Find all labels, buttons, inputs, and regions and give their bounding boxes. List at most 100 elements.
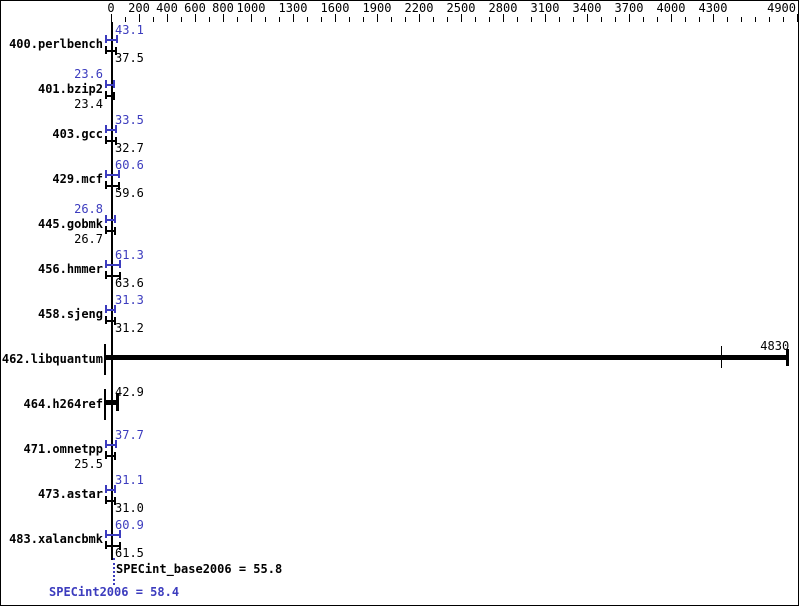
- axis-tick-label: 3100: [530, 1, 560, 15]
- benchmark-name: 471.omnetpp: [23, 442, 103, 456]
- axis-tick-label: 3400: [572, 1, 602, 15]
- peak-value-label: 61.3: [115, 248, 144, 262]
- axis-tick: [306, 17, 308, 22]
- summary-peak-score: SPECint2006 = 58.4: [49, 585, 180, 599]
- axis-tick: [362, 17, 364, 22]
- axis-tick-label: 0: [107, 1, 115, 15]
- axis-tick: [670, 14, 672, 22]
- axis-tick: [180, 17, 182, 22]
- axis-tick: [166, 14, 168, 22]
- axis-tick: [614, 17, 616, 22]
- axis-tick: [516, 17, 518, 22]
- peak-value-label: 31.1: [115, 473, 144, 487]
- peak-value-label: 23.6: [74, 67, 103, 81]
- base-bar-endcap: [113, 227, 116, 235]
- base-bar-endcap: [114, 137, 117, 145]
- base-value-label: 23.4: [74, 97, 103, 111]
- axis-tick-label: 1900: [362, 1, 392, 15]
- peak-bar: [106, 129, 116, 131]
- benchmark-name: 403.gcc: [52, 127, 103, 141]
- peak-value-label: 31.3: [115, 293, 144, 307]
- base-bar-endcap: [118, 272, 121, 280]
- base-bar: [106, 500, 116, 502]
- benchmark-name: 445.gobmk: [37, 217, 103, 231]
- base-bar-endcap: [113, 92, 116, 100]
- base-bar-endcap: [114, 497, 117, 505]
- peak-bar-endcap: [115, 440, 118, 448]
- peak-bar-endcap: [113, 215, 116, 223]
- base-value-label: 61.5: [115, 546, 144, 560]
- peak-value-label: 60.6: [115, 158, 144, 172]
- axis-tick: [642, 17, 644, 22]
- peak-bar: [106, 444, 117, 446]
- y-axis-line: [111, 22, 113, 560]
- peak-value-label: 37.7: [115, 428, 144, 442]
- axis-tick-label: 800: [212, 1, 234, 15]
- peak-bar-endcap: [114, 125, 117, 133]
- axis-tick: [348, 17, 350, 22]
- base-bar: [106, 230, 115, 232]
- axis-tick-label: 400: [156, 1, 178, 15]
- axis-tick-label: 1000: [236, 1, 266, 15]
- axis-tick: [236, 17, 238, 22]
- axis-tick: [334, 14, 336, 22]
- axis-tick: [208, 17, 210, 22]
- axis-tick: [110, 14, 112, 22]
- peak-bar-endcap: [118, 170, 121, 178]
- axis-tick: [740, 17, 742, 22]
- base-value-label: 4830: [760, 339, 790, 353]
- axis-tick: [530, 17, 532, 22]
- base-bar: [106, 185, 120, 187]
- axis-tick: [474, 17, 476, 22]
- axis-tick: [488, 17, 490, 22]
- base-bar-endcap: [118, 182, 121, 190]
- axis-tick: [194, 14, 196, 22]
- axis-tick: [656, 17, 658, 22]
- peak-bar: [106, 264, 120, 266]
- base-value-label: 31.2: [115, 321, 144, 335]
- peak-mean-dotted-line: [113, 558, 115, 585]
- axis-tick-label: 1600: [320, 1, 350, 15]
- base-value-label: 32.7: [115, 141, 144, 155]
- benchmark-name: 456.hmmer: [37, 262, 103, 276]
- base-bar: [106, 140, 116, 142]
- peak-bar-endcap: [113, 80, 116, 88]
- peak-bar: [106, 219, 115, 221]
- axis-tick-label: 4000: [656, 1, 686, 15]
- axis-tick: [376, 14, 378, 22]
- axis-tick: [754, 17, 756, 22]
- axis-tick: [712, 14, 714, 22]
- benchmark-name: 429.mcf: [52, 172, 103, 186]
- base-bar: [105, 355, 788, 360]
- axis-tick: [418, 14, 420, 22]
- axis-tick: [432, 17, 434, 22]
- axis-tick: [628, 14, 630, 22]
- axis-tick-label: 4300: [698, 1, 728, 15]
- peak-bar-endcap: [114, 305, 117, 313]
- benchmark-name: 462.libquantum: [1, 352, 103, 366]
- peak-bar-endcap: [118, 260, 121, 268]
- benchmark-name: 401.bzip2: [37, 82, 103, 96]
- peak-value-label: 26.8: [74, 202, 103, 216]
- base-bar: [106, 275, 120, 277]
- peak-bar: [106, 174, 120, 176]
- axis-tick: [124, 17, 126, 22]
- base-bar: [106, 545, 120, 547]
- peak-bar: [106, 39, 118, 41]
- base-bar-endcap: [118, 542, 121, 550]
- base-value-label: 59.6: [115, 186, 144, 200]
- base-value-label: 26.7: [74, 232, 103, 246]
- base-value-label: 25.5: [74, 457, 103, 471]
- benchmark-name: 400.perlbench: [9, 37, 103, 51]
- peak-bar: [106, 84, 115, 86]
- axis-tick: [250, 14, 252, 22]
- peak-bar-endcap: [118, 530, 121, 538]
- benchmark-name: 483.xalancbmk: [9, 532, 103, 546]
- axis-tick: [586, 14, 588, 22]
- base-value-label: 37.5: [115, 51, 144, 65]
- base-bar-endcap: [114, 317, 117, 325]
- axis-tick: [152, 17, 154, 22]
- axis-tick-label: 1300: [278, 1, 308, 15]
- peak-bar: [106, 309, 116, 311]
